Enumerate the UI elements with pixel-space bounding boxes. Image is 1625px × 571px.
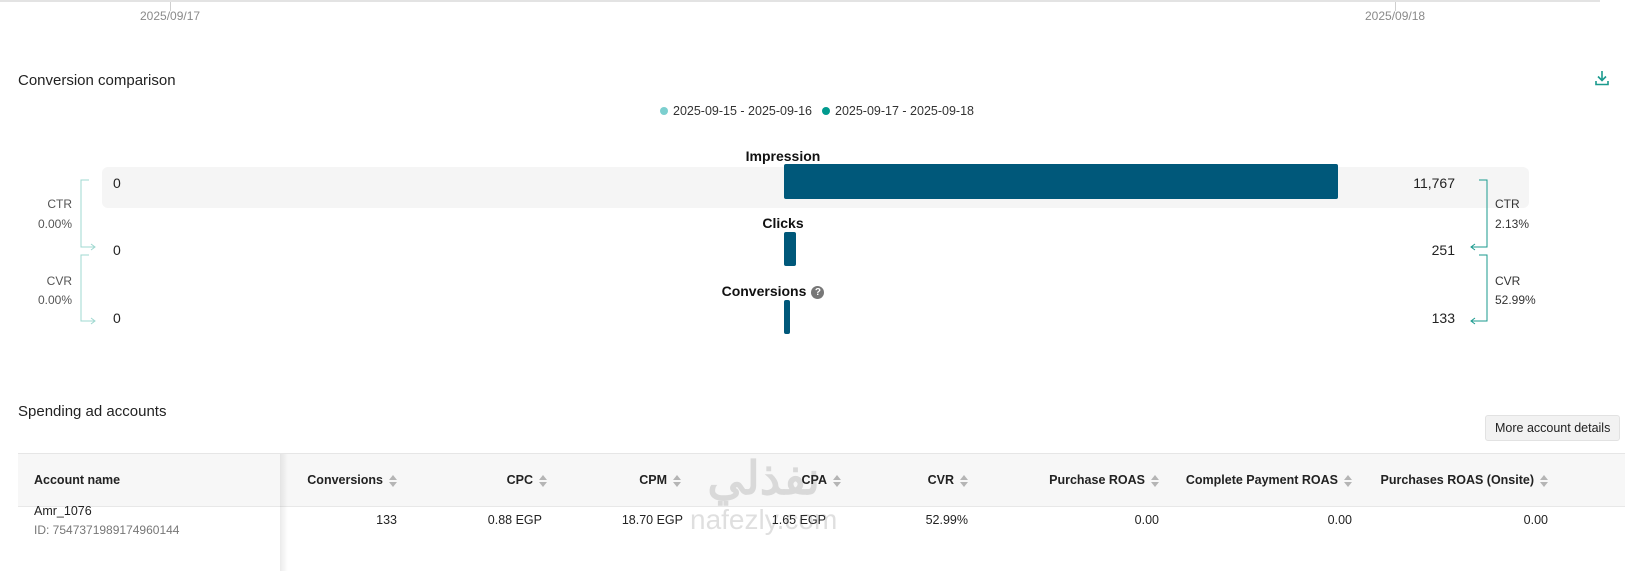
cell-cpm: 18.70 EGP	[621, 513, 683, 527]
cell-cpc: 0.88 EGP	[487, 513, 542, 527]
cell-purchase-roas: 0.00	[1134, 513, 1159, 527]
stage-value-right: 11,767	[1413, 175, 1455, 191]
stage-label-conversions: Conversions?	[673, 283, 873, 299]
column-header-conversions[interactable]: Conversions	[307, 454, 397, 506]
watermark-arabic: نفذلي	[707, 452, 820, 504]
sort-icon[interactable]	[1540, 474, 1548, 487]
funnel-bar-impression[interactable]	[784, 164, 1338, 199]
stage-value-left: 0	[113, 175, 121, 191]
sort-icon[interactable]	[1344, 474, 1352, 487]
stage-value-left: 0	[113, 310, 121, 326]
column-header-complete-payment-roas[interactable]: Complete Payment ROAS	[1186, 454, 1352, 506]
stage-value-left: 0	[113, 242, 121, 258]
legend-label: 2025-09-15 - 2025-09-16	[673, 104, 812, 118]
column-header-cpc[interactable]: CPC	[507, 454, 547, 506]
sort-icon[interactable]	[539, 474, 547, 487]
sort-icon[interactable]	[673, 474, 681, 487]
chart-legend: 2025-09-15 - 2025-09-16 2025-09-17 - 202…	[660, 104, 974, 118]
column-header-cpa[interactable]: CPA	[802, 454, 841, 506]
axis-date-label: 2025/09/18	[1365, 9, 1426, 23]
legend-dot	[660, 107, 668, 115]
column-header-cvr[interactable]: CVR	[928, 454, 968, 506]
rate-value-ctr-left: 0.00%	[37, 217, 72, 231]
watermark-latin: nafezly.com	[690, 504, 838, 535]
funnel-bar-clicks[interactable]	[784, 232, 796, 266]
help-icon[interactable]: ?	[811, 286, 825, 299]
sort-icon[interactable]	[1151, 474, 1159, 487]
accounts-title: Spending ad accounts	[18, 403, 167, 420]
legend-dot	[822, 107, 830, 115]
stage-label-impression: Impression	[745, 148, 821, 164]
cell-purchases-roas-onsite: 0.00	[1523, 513, 1548, 527]
column-header-purchase-roas[interactable]: Purchase ROAS	[1049, 454, 1159, 506]
stage-value-right: 251	[1431, 242, 1455, 258]
column-header-account-name: Account name	[34, 473, 121, 487]
rate-value-cvr-right: 52.99%	[1495, 293, 1536, 307]
cell-conversions: 133	[376, 513, 397, 527]
account-id: ID: 7547371989174960144	[34, 523, 180, 537]
rate-label-cvr-left: CVR	[46, 274, 72, 288]
axis-tick	[1395, 2, 1396, 11]
axis-date-label: 2025/09/17	[140, 9, 201, 23]
account-name-link[interactable]: Amr_1076	[34, 504, 92, 518]
sort-icon[interactable]	[960, 474, 968, 487]
axis-tick	[170, 2, 171, 11]
rate-connectors-right	[1470, 179, 1488, 325]
rate-value-cvr-left: 0.00%	[37, 293, 72, 307]
rate-value-ctr-right: 2.13%	[1495, 217, 1530, 231]
sticky-column-shadow	[280, 454, 288, 571]
download-icon[interactable]	[1595, 70, 1609, 86]
conversion-title: Conversion comparison	[18, 72, 176, 89]
column-header-purchases-roas-onsite[interactable]: Purchases ROAS (Onsite)	[1380, 454, 1548, 506]
sort-icon[interactable]	[389, 474, 397, 487]
table-header	[18, 454, 1625, 507]
stage-label-clicks: Clicks	[762, 215, 804, 231]
legend-item-current[interactable]: 2025-09-17 - 2025-09-18	[822, 104, 974, 118]
stage-value-right: 133	[1431, 310, 1455, 326]
stage-label-text: Conversions	[721, 283, 807, 299]
legend-item-previous[interactable]: 2025-09-15 - 2025-09-16	[660, 104, 812, 118]
sort-icon[interactable]	[833, 474, 841, 487]
watermark: نفذلي nafezly.com	[690, 452, 837, 536]
legend-label: 2025-09-17 - 2025-09-18	[835, 104, 974, 118]
rate-label-cvr-right: CVR	[1495, 274, 1521, 288]
more-account-details-button[interactable]: More account details	[1485, 415, 1621, 441]
top-axis-line	[0, 0, 1600, 2]
column-header-cpm[interactable]: CPM	[639, 454, 681, 506]
cell-cpa: 1.65 EGP	[771, 513, 826, 527]
funnel-bar-conversions[interactable]	[784, 300, 790, 334]
rate-connectors-left	[80, 179, 96, 325]
cell-cvr: 52.99%	[925, 513, 968, 527]
rate-label-ctr-left: CTR	[47, 197, 72, 211]
rate-label-ctr-right: CTR	[1495, 197, 1520, 211]
cell-complete-payment-roas: 0.00	[1327, 513, 1352, 527]
accounts-table: Account name Conversions CPC CPM CPA CVR…	[18, 453, 1625, 571]
